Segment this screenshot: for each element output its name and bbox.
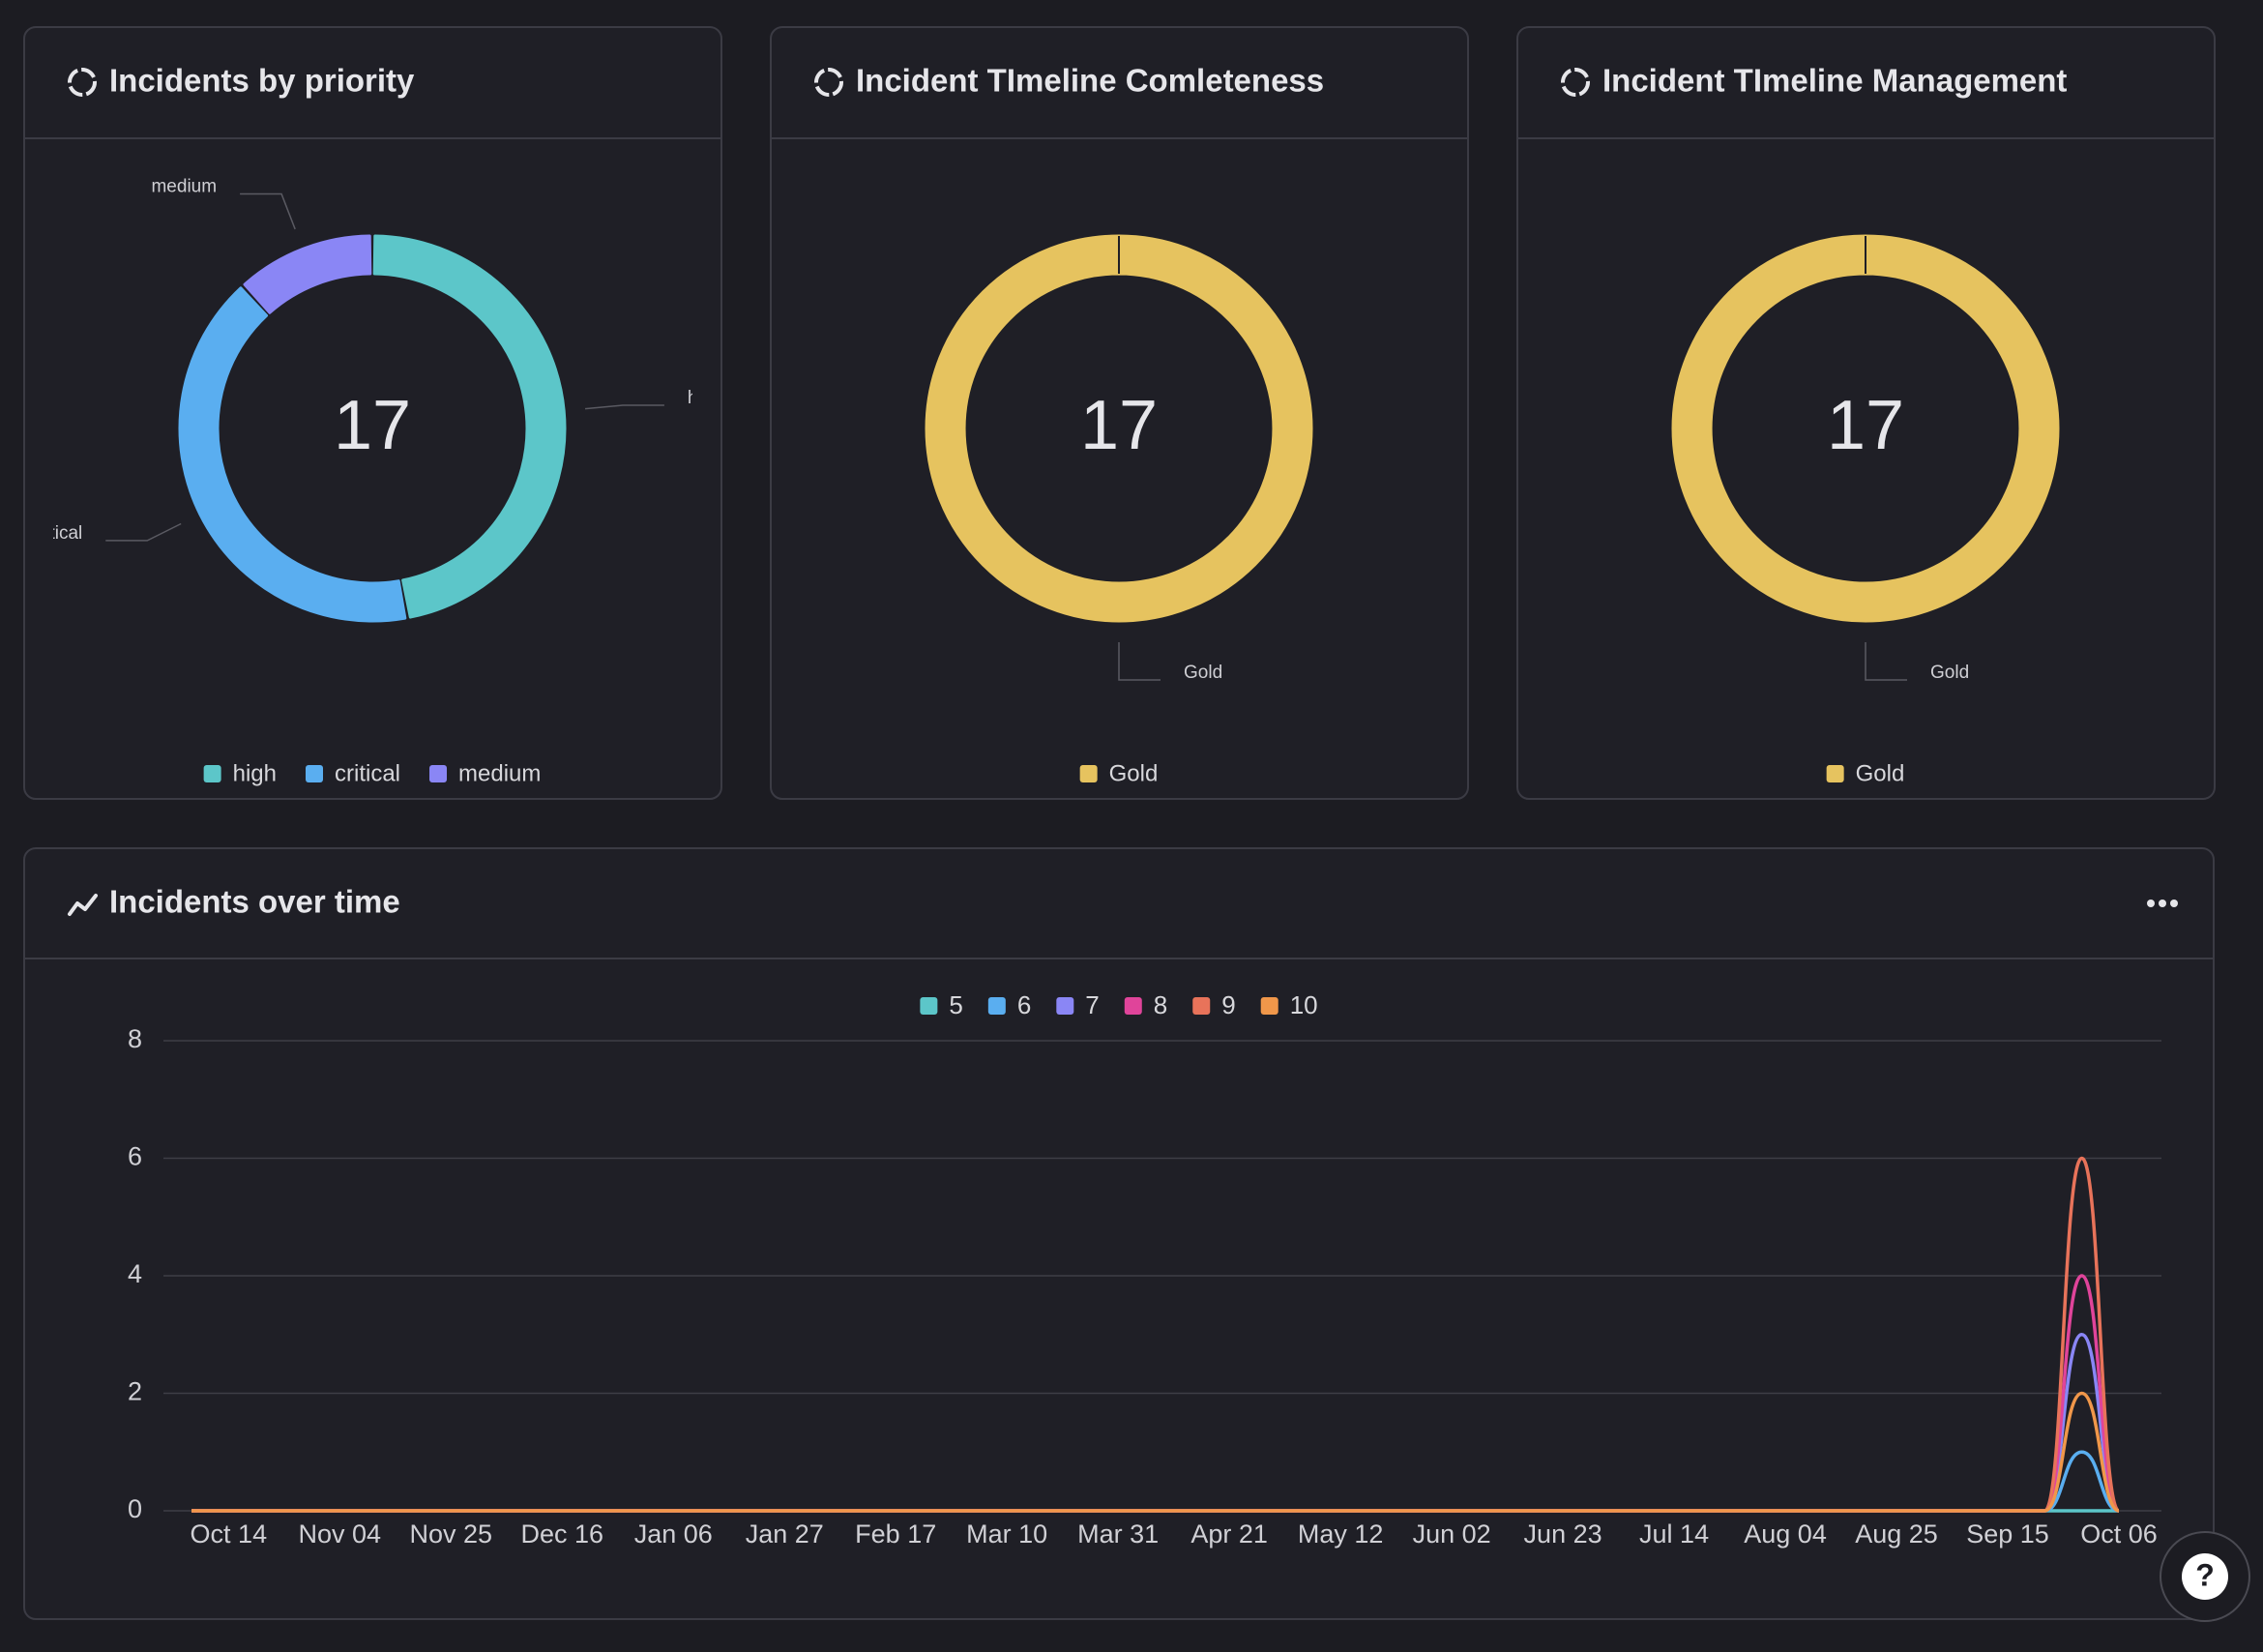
panel bbox=[23, 26, 722, 800]
slice-labels: high critical medium bbox=[30, 177, 722, 544]
label-leader bbox=[1118, 642, 1161, 681]
y-tick-label: 4 bbox=[128, 1259, 142, 1288]
x-tick-label: Mar 10 bbox=[966, 1519, 1047, 1549]
legend-label: 6 bbox=[1017, 990, 1031, 1019]
x-tick-label: Nov 25 bbox=[410, 1519, 493, 1549]
x-tick-label: May 12 bbox=[1298, 1519, 1384, 1549]
x-tick-label: Jun 23 bbox=[1524, 1519, 1602, 1549]
help-icon[interactable]: ? bbox=[2195, 1557, 2215, 1592]
x-tick-label: Feb 17 bbox=[855, 1519, 936, 1549]
legend-label: medium bbox=[458, 760, 541, 786]
slice-label: Gold bbox=[1930, 663, 1969, 683]
x-tick-label: Aug 04 bbox=[1744, 1519, 1827, 1549]
x-tick-label: Apr 21 bbox=[1190, 1519, 1268, 1549]
legend-swatch bbox=[1826, 765, 1844, 782]
label-leader bbox=[1865, 642, 1907, 681]
legend: Gold bbox=[1826, 760, 1905, 786]
legend-swatch bbox=[1192, 997, 1211, 1015]
slice-label: Gold bbox=[1184, 663, 1222, 683]
legend-swatch bbox=[1260, 997, 1278, 1015]
x-tick-label: Jan 06 bbox=[634, 1519, 713, 1549]
x-tick-label: Nov 04 bbox=[299, 1519, 382, 1549]
slice-label: medium bbox=[151, 177, 217, 197]
legend-swatch bbox=[1056, 997, 1074, 1015]
x-tick-label: Dec 16 bbox=[520, 1519, 603, 1549]
x-tick-label: Mar 31 bbox=[1077, 1519, 1159, 1549]
donut-slice bbox=[178, 286, 407, 623]
slice-labels: Gold bbox=[1865, 642, 1969, 683]
legend-label: critical bbox=[335, 760, 400, 786]
slice-label: critical bbox=[30, 523, 82, 544]
legend-swatch bbox=[987, 997, 1006, 1015]
y-tick-label: 6 bbox=[128, 1142, 142, 1171]
x-tick-label: Jun 02 bbox=[1413, 1519, 1491, 1549]
line-icon bbox=[68, 894, 98, 916]
x-tick-label: Oct 14 bbox=[191, 1519, 268, 1549]
legend-label: Gold bbox=[1109, 760, 1159, 786]
panel-title: Incident TImeline Management bbox=[1602, 63, 2067, 99]
donut-slice bbox=[372, 234, 567, 619]
donut-slice bbox=[243, 234, 372, 314]
y-tick-label: 8 bbox=[128, 1024, 142, 1053]
x-tick-label: Aug 25 bbox=[1855, 1519, 1938, 1549]
center-total: 17 bbox=[1827, 387, 1904, 464]
slice-labels: Gold bbox=[1118, 642, 1222, 683]
panel bbox=[770, 26, 1469, 800]
center-total: 17 bbox=[334, 387, 411, 464]
legend-label: 5 bbox=[949, 990, 962, 1019]
x-tick-label: Sep 15 bbox=[1966, 1519, 2049, 1549]
legend-swatch bbox=[429, 765, 448, 782]
x-tick-label: Oct 06 bbox=[2080, 1519, 2158, 1549]
legend: 5 6 7 8 9 10 bbox=[920, 990, 1318, 1019]
x-tick-label: Jul 14 bbox=[1639, 1519, 1709, 1549]
x-tick-label: Jan 27 bbox=[746, 1519, 824, 1549]
legend-label: 10 bbox=[1290, 990, 1318, 1019]
series-line bbox=[191, 1391, 2120, 1513]
legend-swatch bbox=[306, 765, 323, 782]
panel bbox=[23, 847, 2215, 1620]
legend-swatch bbox=[920, 997, 938, 1015]
panel bbox=[1516, 26, 2216, 800]
donut-slice bbox=[1671, 234, 2060, 623]
y-tick-label: 0 bbox=[128, 1494, 142, 1523]
legend-label: high bbox=[233, 760, 277, 786]
legend: Gold bbox=[1079, 760, 1159, 786]
panel-title: Incident TImeline Comleteness bbox=[856, 63, 1324, 99]
legend: high critical medium bbox=[203, 760, 541, 786]
y-tick-label: 2 bbox=[128, 1377, 142, 1406]
center-total: 17 bbox=[1080, 387, 1158, 464]
legend-swatch bbox=[1124, 997, 1142, 1015]
panel-title: Incidents over time bbox=[109, 884, 400, 920]
label-leader bbox=[240, 192, 296, 230]
legend-label: Gold bbox=[1856, 760, 1905, 786]
legend-swatch bbox=[203, 765, 221, 782]
legend-label: 8 bbox=[1154, 990, 1167, 1019]
donut-icon bbox=[68, 68, 1590, 97]
label-leader bbox=[584, 404, 664, 410]
more-menu[interactable] bbox=[2147, 900, 2178, 907]
label-leader bbox=[105, 522, 182, 542]
legend-label: 9 bbox=[1221, 990, 1235, 1019]
donut-slice bbox=[925, 234, 1313, 623]
panel-title: Incidents by priority bbox=[109, 63, 415, 99]
legend-swatch bbox=[1079, 765, 1098, 782]
help-button[interactable]: ? bbox=[2160, 1531, 2250, 1622]
legend-label: 7 bbox=[1085, 990, 1099, 1019]
slice-label: high bbox=[688, 388, 722, 408]
